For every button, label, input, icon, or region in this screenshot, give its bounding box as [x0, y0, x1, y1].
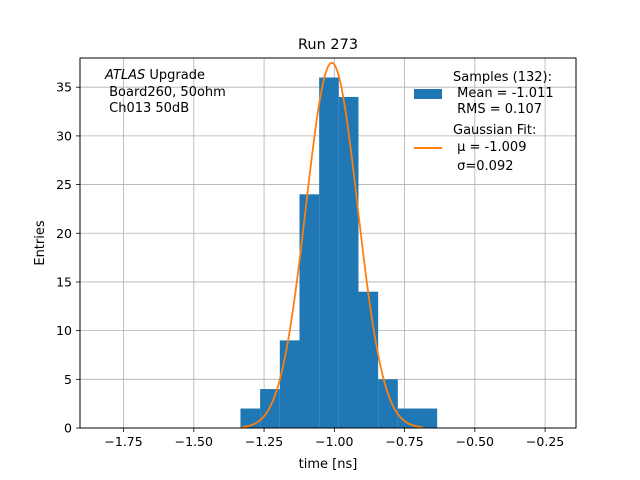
legend-samples-line-3: RMS = 0.107 [453, 102, 542, 117]
histogram-bar [397, 408, 418, 428]
histogram-bar [299, 194, 320, 428]
histogram-bar [319, 77, 339, 428]
y-tick-label: 30 [56, 128, 72, 143]
y-tick-label: 10 [56, 323, 72, 338]
legend-samples-line-2: Mean = -1.011 [453, 86, 554, 101]
legend: Samples (132): Mean = -1.011 RMS = 0.107… [414, 70, 554, 174]
gaussian-fit [241, 61, 423, 429]
annotation-line-3: Ch013 50dB [105, 101, 189, 116]
histogram-bar [338, 96, 359, 429]
x-tick-label: −1.00 [315, 434, 353, 449]
chart-title: Run 273 [298, 37, 358, 53]
histogram-bar [358, 291, 379, 428]
gaussian-fit-curve [241, 61, 423, 429]
annotation-line-2: Board260, 50ohm [105, 85, 226, 100]
annotation-line-1: ATLAS Upgrade [104, 68, 205, 83]
y-tick-label: 35 [56, 80, 72, 95]
histogram-bar [417, 408, 438, 428]
x-tick-label: −1.50 [175, 434, 213, 449]
histogram-bar [378, 379, 398, 428]
legend-fit-line-1: Gaussian Fit: [453, 123, 536, 138]
annotation-atlas: ATLAS [104, 68, 145, 83]
legend-fit-line-3: σ=0.092 [453, 159, 513, 174]
annotation-upgrade: Upgrade [145, 68, 205, 83]
x-tick-label: −0.75 [385, 434, 423, 449]
y-axis-label: Entries [33, 220, 48, 266]
y-tick-label: 20 [56, 226, 72, 241]
y-tick-label: 15 [56, 274, 72, 289]
y-axis-ticks: 0 5 10 15 20 25 30 35 [56, 80, 80, 436]
legend-samples-line-1: Samples (132): [453, 70, 552, 85]
plot-frame [79, 57, 577, 429]
x-axis-ticks: −1.75 −1.50 −1.25 −1.00 −0.75 −0.50 −0.25 [104, 428, 564, 449]
legend-samples-swatch [414, 89, 442, 99]
annotation: ATLAS Upgrade Board260, 50ohm Ch013 50dB [104, 68, 226, 116]
x-tick-label: −1.25 [245, 434, 283, 449]
y-tick-label: 0 [64, 421, 72, 436]
y-tick-label: 5 [64, 372, 72, 387]
x-tick-label: −0.25 [526, 434, 564, 449]
legend-fit-line-2: μ = -1.009 [453, 140, 526, 155]
x-axis-label: time [ns] [299, 457, 358, 472]
histogram-bar [279, 340, 300, 428]
x-tick-label: −0.50 [456, 434, 494, 449]
y-tick-label: 25 [56, 177, 72, 192]
x-tick-label: −1.75 [104, 434, 142, 449]
